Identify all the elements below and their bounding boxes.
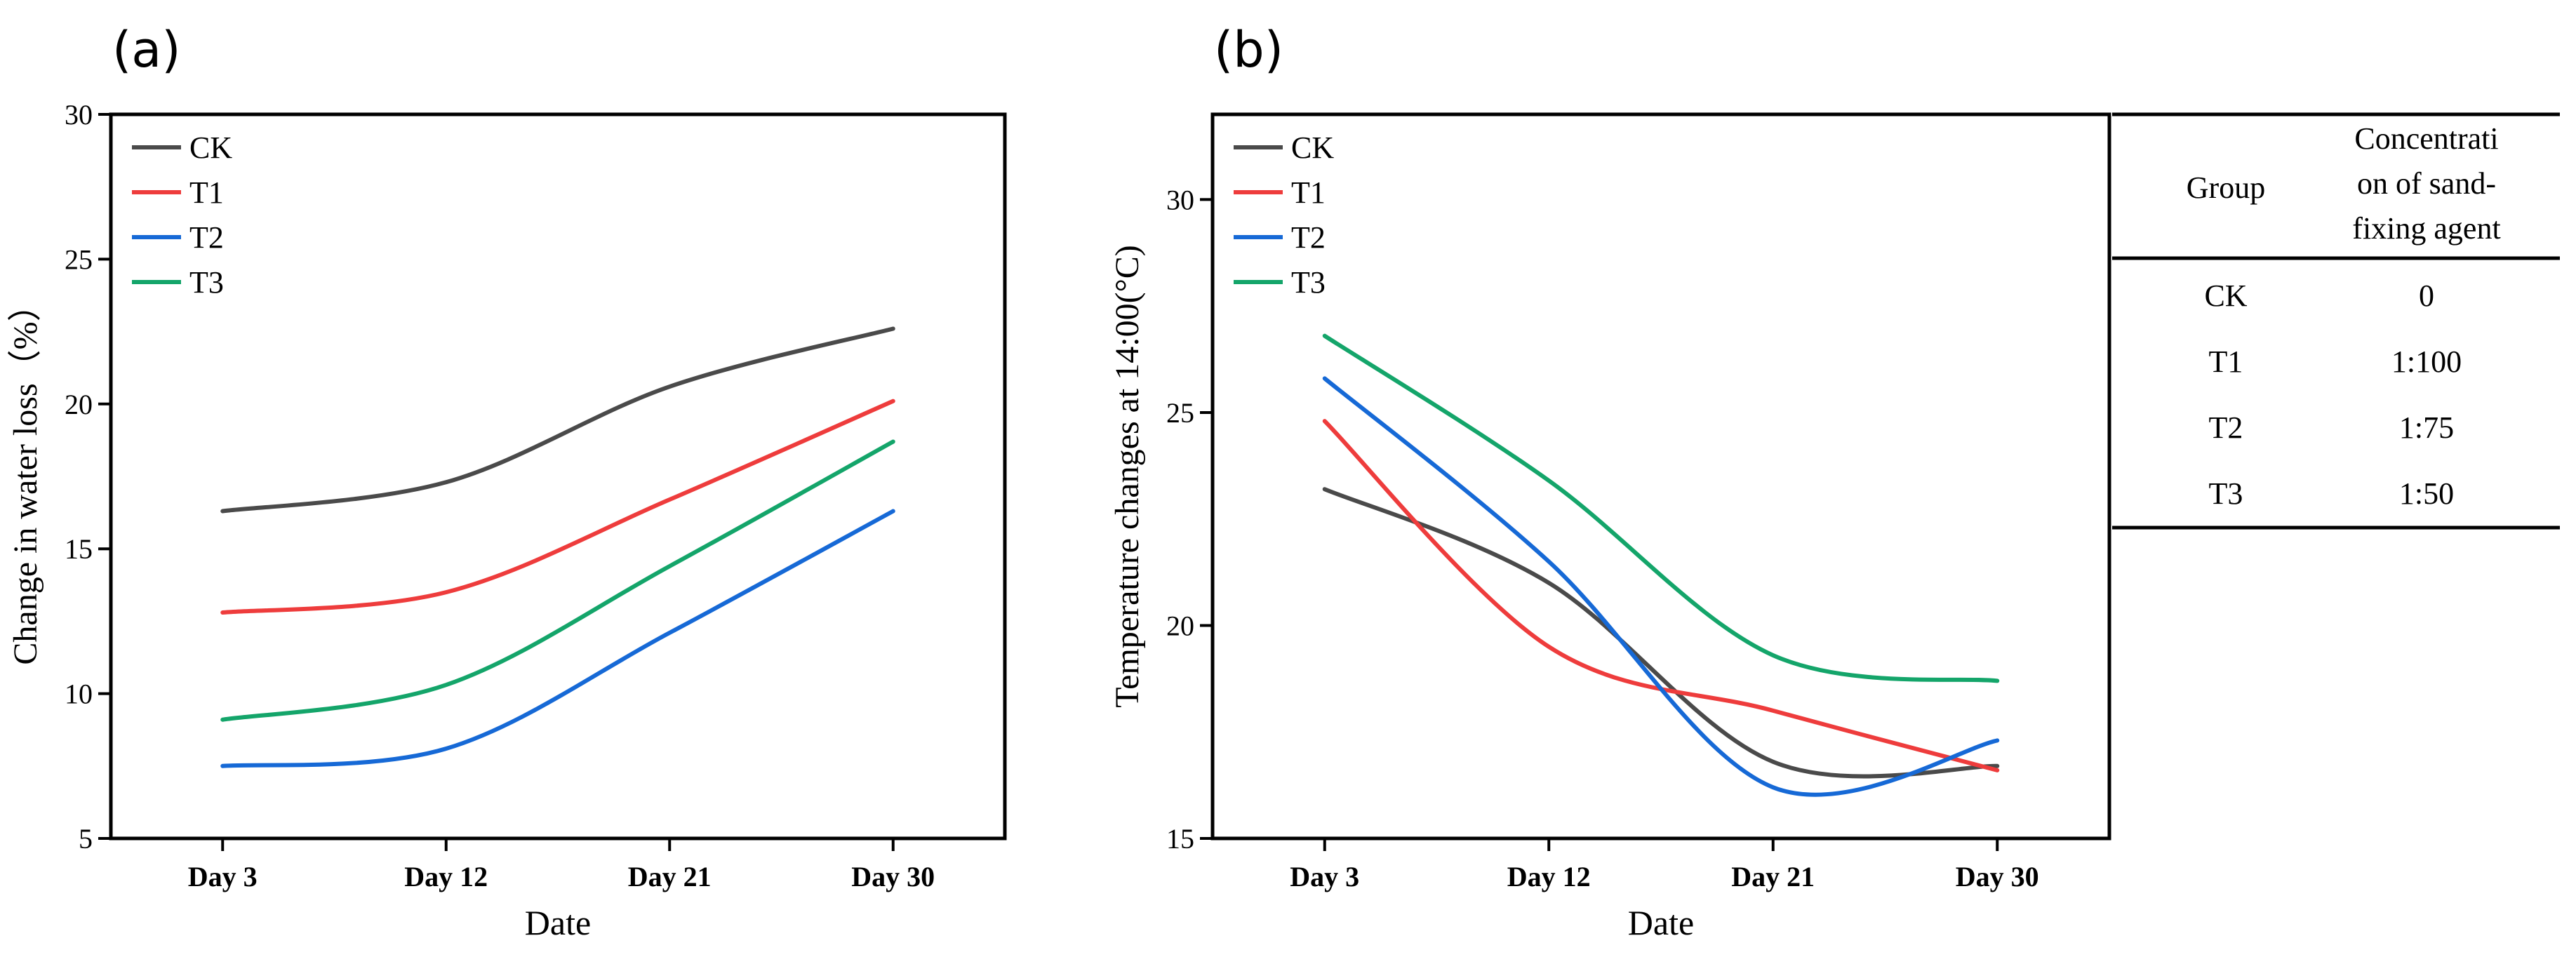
y-tick-label: 15 <box>1166 823 1194 855</box>
y-axis-label: Temperature changes at 14:00(°C) <box>1109 245 1146 708</box>
x-tick-label: Day 30 <box>1956 861 2039 892</box>
legend-label-ck: CK <box>189 130 232 165</box>
table-header-concentration: on of sand- <box>2357 166 2496 201</box>
y-tick-label: 30 <box>65 99 93 130</box>
legend-label-t1: T1 <box>189 175 224 210</box>
table-header-group: Group <box>2187 170 2265 205</box>
x-tick-label: Day 12 <box>1507 861 1591 892</box>
table-cell-group: T2 <box>2209 410 2243 445</box>
series-line-t2 <box>220 509 895 768</box>
series-line-t1 <box>1322 419 2000 772</box>
y-tick-label: 5 <box>79 823 93 855</box>
series-line-t2 <box>1322 376 2000 797</box>
group-table: Group Concentrati on of sand-fixing agent C… <box>2112 112 2560 530</box>
legend-label-ck: CK <box>1291 130 1334 165</box>
x-axis-label: Date <box>1628 903 1694 942</box>
panel-a: (a) 5 10 15 20 25 30 Day 3 Day 12 Day 21 Day 30 Dat… <box>7 21 1007 942</box>
y-tick-label: 25 <box>1166 397 1194 429</box>
x-tick-label: Day 30 <box>851 861 935 892</box>
y-tick-label: 20 <box>65 389 93 420</box>
table-header-concentration: Concentrati <box>2354 121 2498 156</box>
legend-label-t1: T1 <box>1291 175 1326 210</box>
series-line-ck <box>220 326 895 514</box>
table-cell-group: T1 <box>2209 344 2243 379</box>
series-line-t1 <box>220 399 895 615</box>
series-line-ck <box>1322 487 2000 779</box>
legend-label-t2: T2 <box>1291 220 1326 255</box>
table-cell-concentration: 0 <box>2419 279 2434 313</box>
legend-label-t3: T3 <box>1291 265 1326 300</box>
legend-label-t3: T3 <box>189 265 224 300</box>
panel-label: (a) <box>112 21 181 79</box>
table-cell-concentration: 1:100 <box>2391 344 2462 379</box>
x-axis-label: Date <box>525 903 591 942</box>
series-line-t3 <box>1322 333 2000 683</box>
x-tick-label: Day 12 <box>404 861 488 892</box>
panel-b: (b) 15 20 25 30 Day 3 Day 12 Day 21 Day 30 Date Te… <box>1109 21 2111 942</box>
x-tick-label: Day 3 <box>1290 861 1359 892</box>
y-tick-label: 10 <box>65 678 93 710</box>
table-header-concentration: fixing agent <box>2352 211 2500 246</box>
table-cell-concentration: 1:75 <box>2399 410 2454 445</box>
y-tick-label: 20 <box>1166 610 1194 641</box>
y-tick-label: 30 <box>1166 184 1194 215</box>
table-cell-concentration: 1:50 <box>2399 476 2454 511</box>
table-cell-group: T3 <box>2209 476 2243 511</box>
series-line-t3 <box>220 439 895 722</box>
legend-label-t2: T2 <box>189 220 224 255</box>
table-cell-group: CK <box>2204 279 2247 313</box>
x-tick-label: Day 21 <box>1731 861 1815 892</box>
panel-label: (b) <box>1214 21 1283 79</box>
x-tick-label: Day 21 <box>628 861 712 892</box>
y-axis-label: Change in water loss（%） <box>7 288 44 664</box>
x-tick-label: Day 3 <box>188 861 258 892</box>
y-tick-label: 25 <box>65 243 93 275</box>
plot-frame <box>1210 112 2111 841</box>
plot-frame <box>109 112 1007 841</box>
y-tick-label: 15 <box>65 533 93 565</box>
